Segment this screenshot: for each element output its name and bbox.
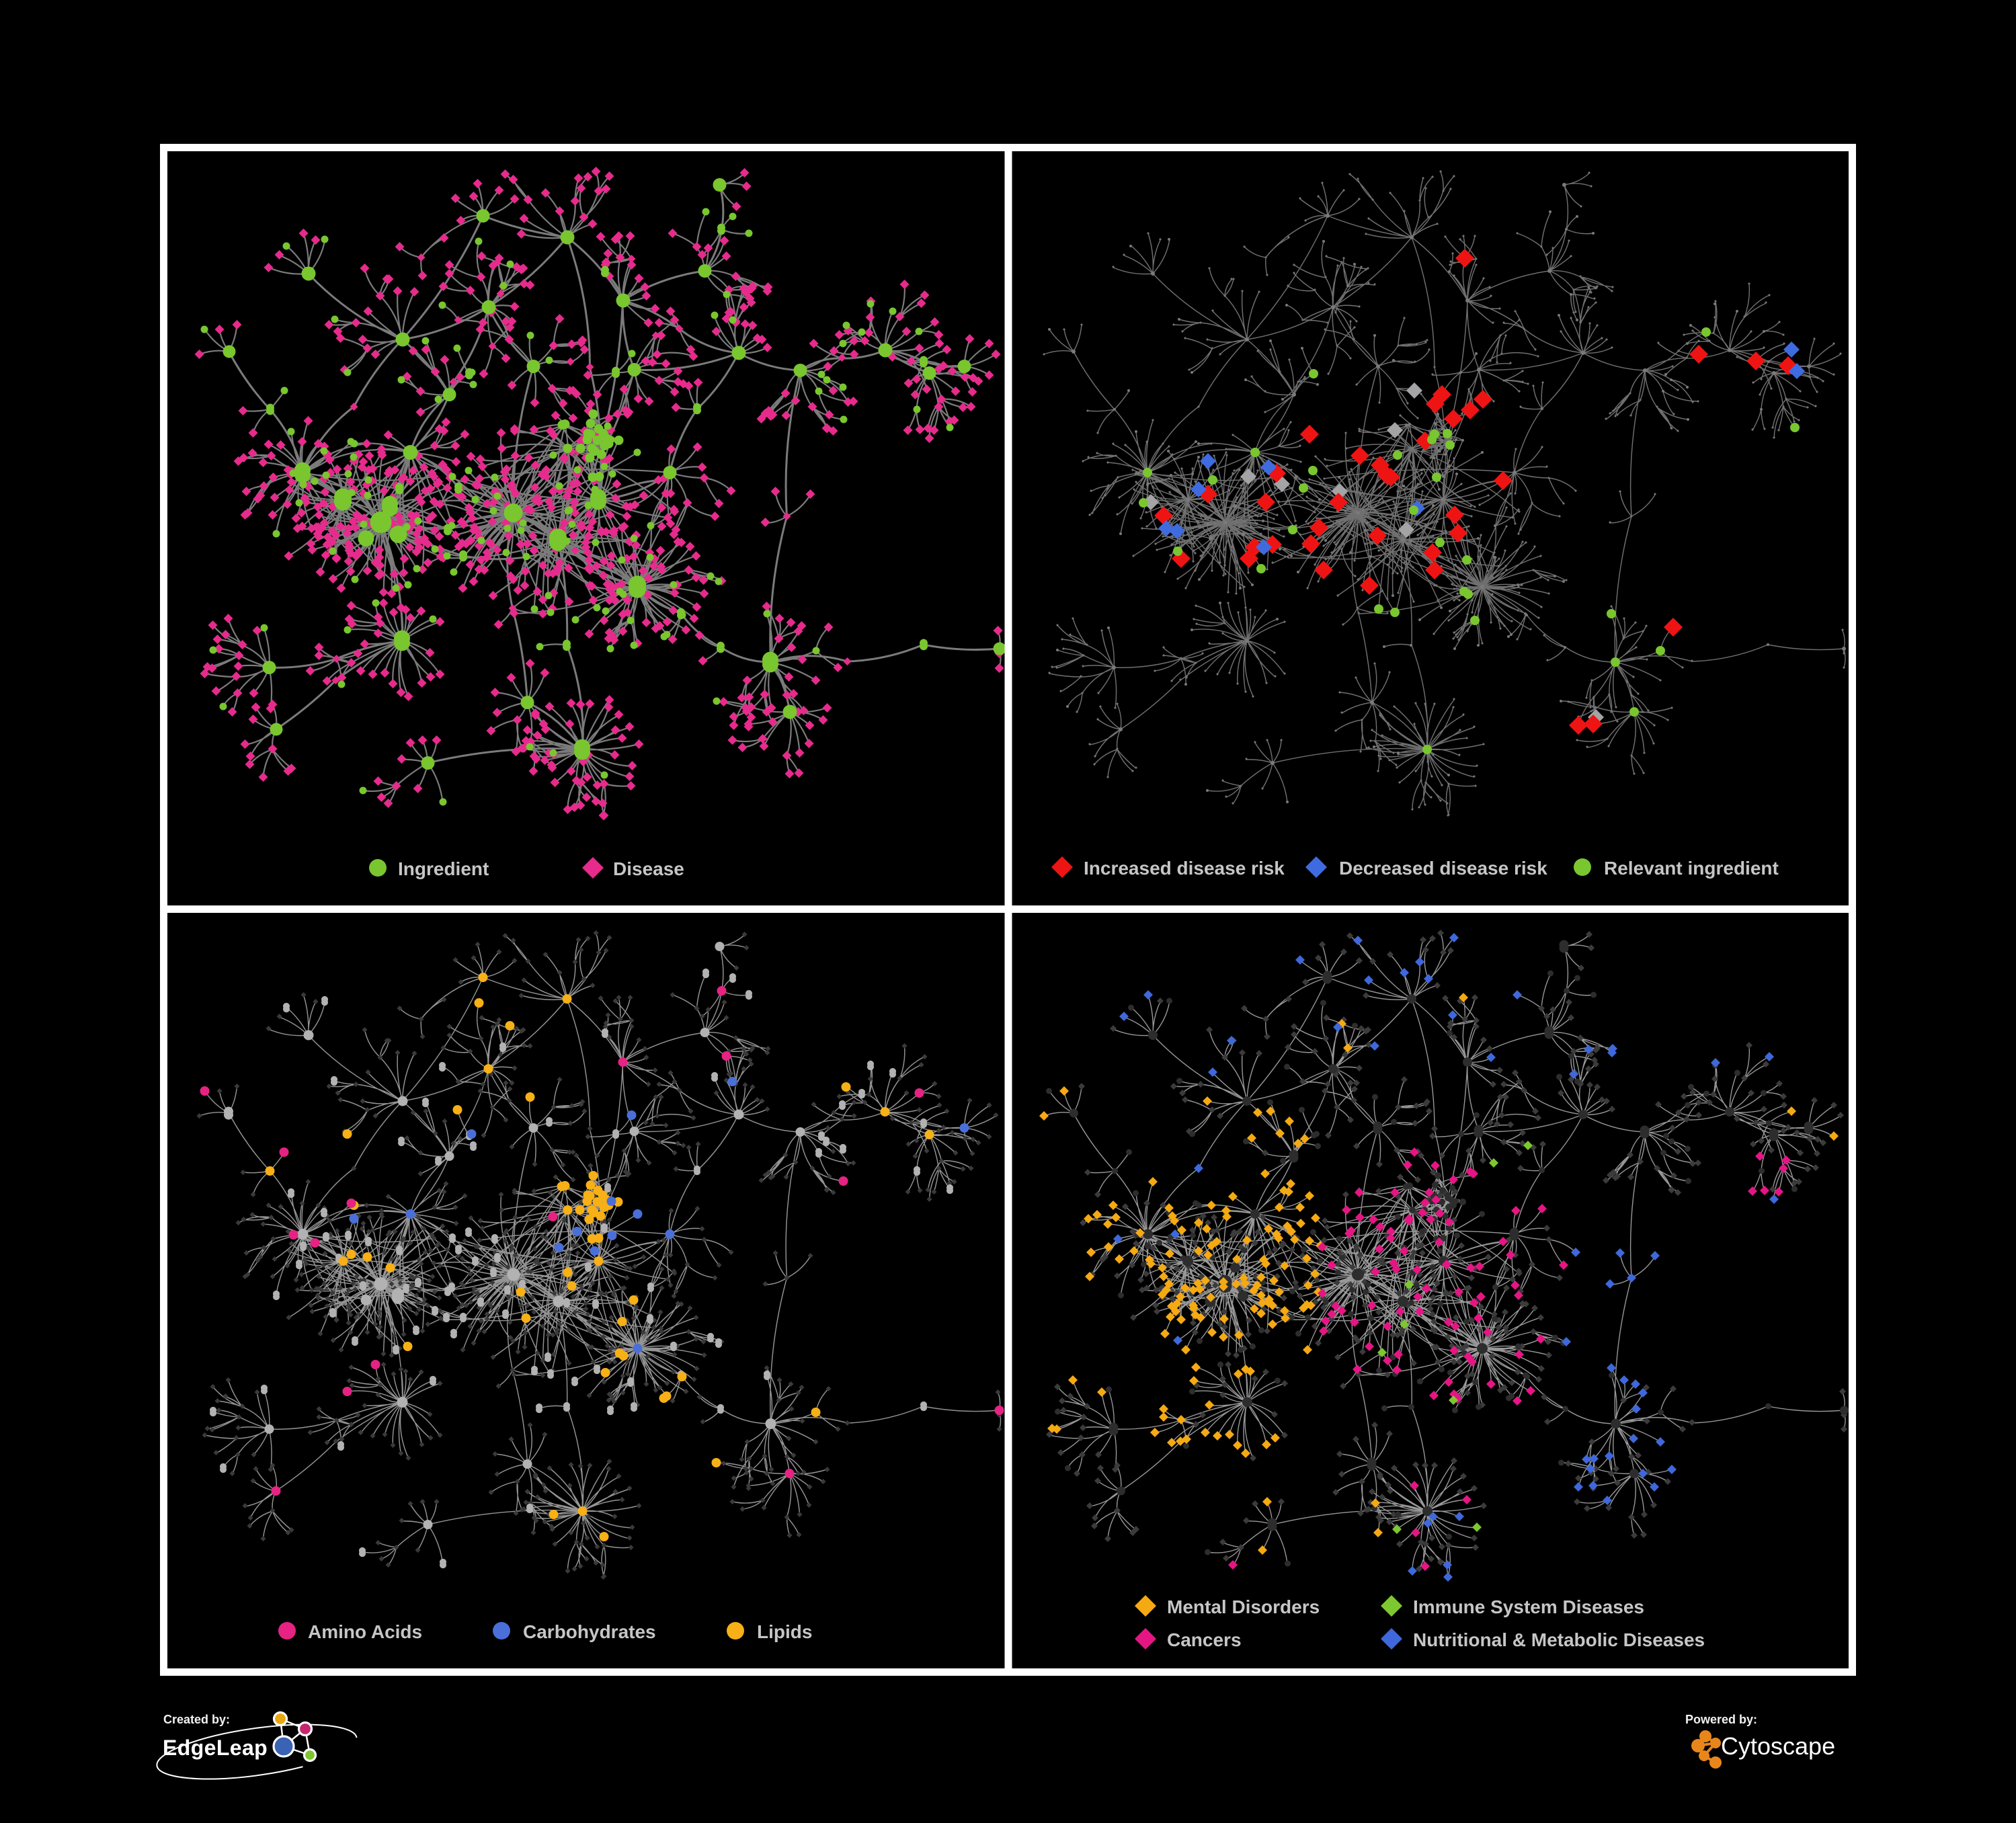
svg-text:Lipids: Lipids xyxy=(757,1621,812,1642)
svg-text:Disease: Disease xyxy=(613,858,684,879)
svg-text:Powered by:: Powered by: xyxy=(1685,1713,1757,1726)
svg-text:Ingredient: Ingredient xyxy=(398,858,489,879)
svg-text:Mental Disorders: Mental Disorders xyxy=(1167,1596,1320,1617)
svg-text:Increased disease risk: Increased disease risk xyxy=(1084,858,1285,879)
svg-text:Decreased disease risk: Decreased disease risk xyxy=(1339,858,1547,879)
svg-text:Cytoscape: Cytoscape xyxy=(1721,1732,1835,1760)
svg-text:Immune System Diseases: Immune System Diseases xyxy=(1413,1596,1644,1617)
svg-text:Nutritional & Metabolic Diseas: Nutritional & Metabolic Diseases xyxy=(1413,1629,1705,1650)
svg-text:Amino Acids: Amino Acids xyxy=(308,1621,422,1642)
svg-text:EdgeLeap: EdgeLeap xyxy=(163,1736,268,1760)
svg-text:Relevant ingredient: Relevant ingredient xyxy=(1604,858,1779,879)
svg-text:Created by:: Created by: xyxy=(163,1713,230,1726)
svg-text:Cancers: Cancers xyxy=(1167,1629,1242,1650)
svg-text:Carbohydrates: Carbohydrates xyxy=(523,1621,656,1642)
